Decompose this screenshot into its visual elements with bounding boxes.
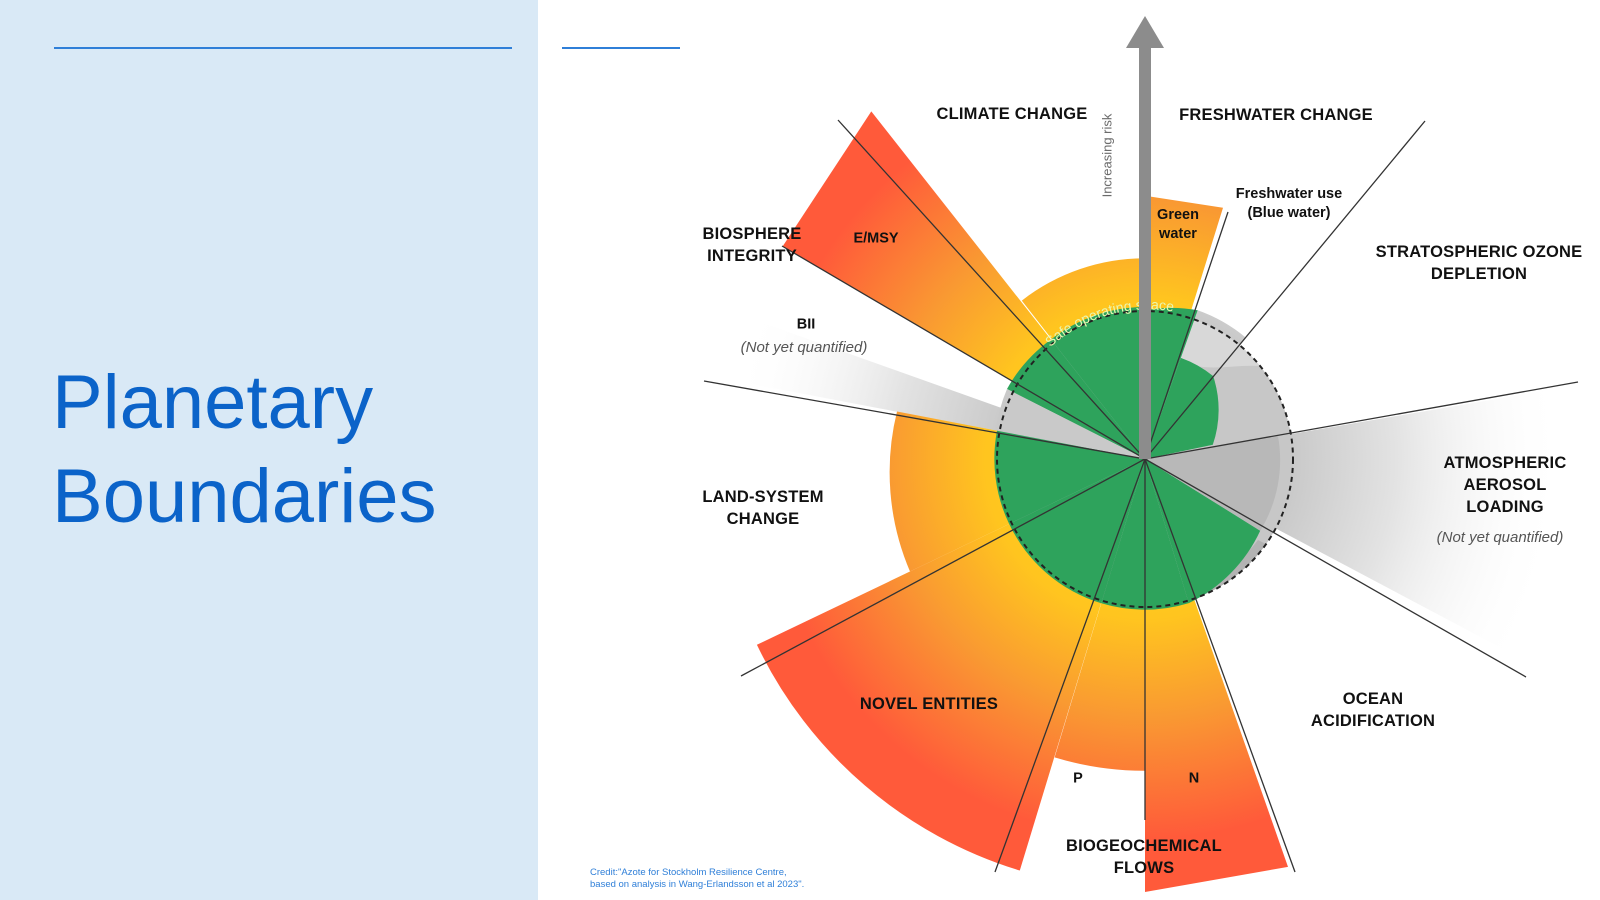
credit-line-1: Credit:"Azote for Stockholm Resilience C… (590, 867, 787, 878)
diagram-graphic: Safe operating space (703, 16, 1587, 892)
label-ocean-acidification: OCEAN ACIDIFICATION (1311, 688, 1435, 732)
label-biogeo-line-2: FLOWS (1113, 859, 1175, 877)
left-top-rule (54, 47, 512, 49)
planetary-boundaries-diagram: Safe operating space Increasing risk CLI… (538, 0, 1600, 900)
label-ozone-line-1: STRATOSPHERIC OZONE (1375, 243, 1583, 261)
label-aerosol-line-3: LOADING (1466, 498, 1544, 516)
aerosol-not-quantified-note: (Not yet quantified) (1436, 529, 1564, 546)
safe-green-aerosol-grey (1145, 436, 1281, 531)
safe-green-ocean (1145, 459, 1261, 604)
left-panel (0, 0, 538, 900)
bii-not-quantified-note: (Not yet quantified) (740, 339, 868, 356)
label-emsy: E/MSY (853, 230, 899, 247)
title-line-1: Planetary (52, 360, 374, 445)
label-biosphere-integrity: BIOSPHERE INTEGRITY (703, 223, 802, 267)
label-blue-water-line-1: Freshwater use (1235, 186, 1343, 202)
label-blue-water: Freshwater use (Blue water) (1236, 185, 1342, 223)
label-green-water-line-2: water (1159, 226, 1197, 242)
image-credit: Credit:"Azote for Stockholm Resilience C… (590, 867, 804, 891)
label-biogeo-line-1: BIOGEOCHEMICAL (1066, 837, 1222, 855)
label-land-system-change: LAND-SYSTEM CHANGE (702, 486, 823, 530)
divider-ozone-aerosol (1144, 381, 1579, 460)
label-green-water-line-1: Green (1157, 207, 1199, 223)
divider-green-blue-water (1144, 211, 1229, 460)
safe-green-climate (1051, 307, 1145, 459)
label-climate-change: CLIMATE CHANGE (936, 105, 1088, 123)
title-line-2: Boundaries (52, 454, 437, 539)
label-biosphere-line-1: BIOSPHERE (702, 225, 802, 243)
divider-biogeo-novel (994, 458, 1146, 873)
label-biogeochemical-flows: BIOGEOCHEMICAL FLOWS (1066, 835, 1222, 879)
divider-freshwater-ozone (1144, 120, 1426, 460)
label-bii: BII (796, 316, 816, 333)
divider-emsy-bii (781, 245, 1146, 460)
safe-green-blue-water (1145, 357, 1214, 459)
label-green-water: Green water (1157, 206, 1199, 244)
label-ocean-line-2: ACIDIFICATION (1310, 712, 1436, 730)
right-top-rule (562, 47, 680, 49)
increasing-risk-label: Increasing risk (1099, 113, 1115, 198)
label-blue-water-line-2: (Blue water) (1247, 205, 1331, 221)
label-ozone-line-2: DEPLETION (1430, 265, 1528, 283)
label-p: P (1073, 770, 1083, 787)
label-stratospheric-ozone: STRATOSPHERIC OZONE DEPLETION (1376, 241, 1583, 285)
safe-green-emsy (1007, 339, 1145, 459)
safe-green-ozone (1145, 376, 1219, 459)
divider-land-biosphere (703, 380, 1146, 460)
safe-green-land-novel (994, 430, 1145, 524)
label-novel-entities: NOVEL ENTITIES (859, 695, 999, 713)
label-aerosol-line-1: ATMOSPHERIC (1443, 454, 1567, 472)
label-aerosol-line-2: AEROSOL (1463, 476, 1547, 494)
label-ocean-line-1: OCEAN (1342, 690, 1404, 708)
credit-line-2: based on analysis in Wang-Erlandsson et … (590, 879, 805, 890)
increasing-risk-arrow (1126, 16, 1164, 459)
label-freshwater-change: FRESHWATER CHANGE (1179, 106, 1373, 124)
label-n: N (1188, 770, 1200, 787)
slide-title: Planetary Boundaries (52, 356, 437, 544)
label-biosphere-line-2: INTEGRITY (707, 247, 797, 265)
label-land-line-1: LAND-SYSTEM (702, 488, 824, 506)
label-land-line-2: CHANGE (726, 510, 800, 528)
sector-divider-lines (703, 119, 1579, 873)
divider-ocean-biogeo (1144, 458, 1296, 873)
divider-novel-land (740, 458, 1146, 677)
label-atmospheric-aerosol: ATMOSPHERIC AEROSOL LOADING (1444, 452, 1567, 518)
divider-aerosol-ocean (1144, 458, 1527, 678)
divider-biosphere-climate (837, 119, 1146, 460)
safe-green-bii (996, 389, 1145, 459)
